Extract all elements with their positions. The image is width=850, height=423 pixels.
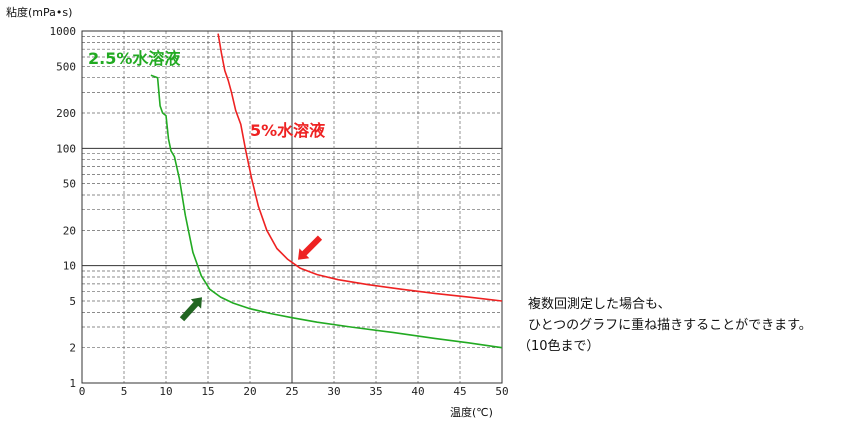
plot-frame (81, 30, 503, 384)
y-tick-label: 100 (56, 142, 76, 155)
y-tick-label: 50 (63, 178, 76, 191)
y-tick-label: 10 (63, 260, 76, 273)
y-tick-label: 2 (69, 342, 76, 355)
y-tick-label: 20 (63, 224, 76, 237)
x-tick-label: 30 (327, 385, 340, 398)
note-line-3: （10色まで） (518, 339, 600, 354)
tick-labels: 0 5 10 15 20 25 30 35 40 45 5010005002001005020105… (50, 25, 509, 398)
series-line-2-5-percent (150, 74, 503, 349)
annotation-arrow-icon (179, 297, 202, 322)
x-tick-label: 45 (453, 385, 466, 398)
x-axis-label: 温度(℃) (450, 405, 493, 419)
x-tick-label: 0 (79, 385, 86, 398)
y-tick-label: 1 (69, 377, 76, 390)
x-tick-label: 50 (495, 385, 508, 398)
x-tick-label: 25 (285, 385, 298, 398)
y-tick-label: 1000 (50, 25, 77, 38)
x-tick-label: 20 (243, 385, 256, 398)
grid-lines (82, 31, 502, 383)
y-tick-label: 200 (56, 107, 76, 120)
note-line-1: 複数回測定した場合も、 (528, 297, 671, 312)
x-tick-label: 35 (369, 385, 382, 398)
x-tick-label: 5 (121, 385, 128, 398)
x-tick-label: 10 (159, 385, 172, 398)
series-lines (150, 33, 503, 349)
x-tick-label: 40 (411, 385, 424, 398)
series-label-5-percent: 5%水溶液 (250, 121, 326, 140)
y-axis-label: 粘度(mPa•s) (6, 5, 72, 19)
series-line-5-percent (217, 33, 503, 302)
x-tick-label: 15 (201, 385, 214, 398)
y-tick-label: 5 (69, 295, 76, 308)
note-line-2: ひとつのグラフに重ね描きすることができます。 (528, 318, 812, 333)
y-tick-label: 500 (56, 60, 76, 73)
series-label-2-5-percent: 2.5%水溶液 (88, 49, 181, 68)
annotation-arrow-icon (298, 235, 323, 260)
annotation-arrows (179, 235, 323, 322)
